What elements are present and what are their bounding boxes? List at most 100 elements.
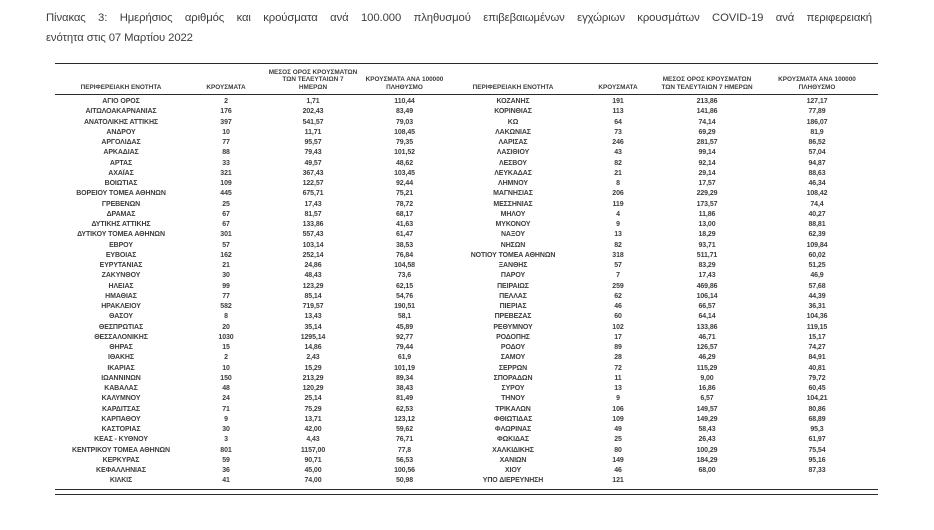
cell-7day-avg: 133,86: [302, 221, 324, 228]
cell-7day-avg: 100,29: [696, 446, 718, 454]
cell-cases: 109: [220, 180, 232, 187]
cell-region: ΚΕΦΑΛΛΗΝΙΑΣ: [96, 467, 146, 474]
col-header-7day-avg: ΜΕΣΟΣ ΟΡΟΣ ΚΡΟΥΣΜΑΤΩΝ ΤΩΝ ΤΕΛΕΥΤΑΙΩΝ 7 Η…: [661, 76, 753, 91]
cell-per-100k: 36,31: [808, 303, 826, 310]
cell-per-100k: 76,84: [395, 251, 414, 259]
cell-per-100k: 76,71: [395, 436, 414, 444]
table-caption: Πίνακας 3: Ημερήσιος αριθμός και κρούσμα…: [46, 8, 872, 48]
table-row: ΜΑΓΝΗΣΙΑΣ 206 229,29 108,42: [448, 189, 878, 199]
cell-region: ΚΩ: [507, 118, 519, 126]
cell-per-100k: 58,1: [397, 313, 412, 321]
cell-per-100k: 87,33: [808, 467, 826, 474]
cell-region: ΠΑΡΟΥ: [500, 272, 526, 280]
cell-region: ΒΟΙΩΤΙΑΣ: [104, 180, 138, 187]
cell-region: ΚΑΡΔΙΤΣΑΣ: [101, 405, 141, 413]
cell-region: ΡΟΔΟΥ: [500, 344, 526, 351]
table-row: ΗΡΑΚΛΕΙΟΥ 582 719,57 190,51: [55, 302, 448, 312]
cell-region: ΣΕΡΡΩΝ: [498, 364, 528, 372]
table-row: ΠΑΡΟΥ 7 17,43 46,9: [448, 271, 878, 281]
cell-per-100k: 51,25: [808, 262, 826, 269]
cell-cases: 246: [612, 139, 624, 146]
cell-region: ΕΥΡΥΤΑΝΙΑΣ: [99, 262, 143, 269]
cell-cases: 9: [616, 395, 620, 403]
cell-per-100k: 101,19: [394, 364, 415, 372]
cell-7day-avg: 92,14: [698, 159, 716, 167]
cell-per-100k: 61,97: [808, 436, 826, 444]
cell-per-100k: 79,72: [808, 374, 826, 382]
cell-7day-avg: 149,57: [696, 405, 718, 413]
table-row: ΤΗΝΟΥ 9 6,57 104,21: [448, 394, 878, 404]
cell-region: ΛΕΥΚΑΔΑΣ: [494, 169, 532, 177]
table-row: ΗΛΕΙΑΣ 99 123,29 62,15: [55, 282, 448, 292]
cell-7day-avg: 49,57: [304, 159, 322, 167]
cell-per-100k: 62,15: [395, 282, 414, 290]
cell-per-100k: 79,44: [395, 344, 414, 351]
cell-cases: 13: [614, 231, 622, 239]
cell-per-100k: 119,15: [806, 323, 828, 331]
cell-region: ΦΘΙΩΤΙΔΑΣ: [493, 415, 533, 423]
cell-region: ΚΟΡΙΝΘΙΑΣ: [494, 108, 532, 116]
cell-7day-avg: 11,86: [698, 210, 716, 218]
table-row: ΜΥΚΟΝΟΥ 9 13,00 88,81: [448, 220, 878, 230]
cell-per-100k: 38,43: [395, 385, 414, 392]
table-row: ΑΝΑΤΟΛΙΚΗΣ ΑΤΤΙΚΗΣ 397 541,57 79,03: [55, 118, 448, 128]
cell-7day-avg: 46,29: [698, 354, 716, 362]
cell-per-100k: 186,07: [806, 118, 828, 126]
cell-region: ΜΕΣΣΗΝΙΑΣ: [493, 200, 533, 208]
cell-per-100k: 75,54: [808, 446, 826, 454]
cell-7day-avg: 64,14: [698, 313, 716, 321]
cell-7day-avg: 123,29: [302, 282, 324, 290]
cell-7day-avg: 46,71: [698, 333, 716, 341]
cell-7day-avg: 35,14: [304, 323, 322, 331]
cell-cases: 67: [222, 221, 230, 228]
col-header-cases: ΚΡΟΥΣΜΑΤΑ: [206, 83, 246, 91]
cell-per-100k: 57,68: [808, 282, 826, 290]
cell-per-100k: [756, 476, 878, 486]
table-row: ΣΕΡΡΩΝ 72 115,29 40,81: [448, 364, 878, 374]
cell-cases: 3: [224, 436, 228, 444]
cell-per-100k: 81,49: [395, 395, 414, 403]
table-row: ΧΑΝΙΩΝ 149 184,29 95,16: [448, 456, 878, 466]
cell-7day-avg: 95,57: [304, 139, 322, 146]
cell-cases: 25: [614, 436, 622, 444]
cell-region: ΑΡΤΑΣ: [109, 159, 133, 167]
table-row: ΙΩΑΝΝΙΝΩΝ 150 213,29 89,34: [55, 374, 448, 384]
cell-per-100k: 108,45: [394, 128, 415, 136]
cell-cases: 82: [614, 241, 622, 249]
cell-per-100k: 74,4: [810, 200, 824, 208]
cell-per-100k: 104,36: [806, 313, 828, 321]
cell-7day-avg: 1157,00: [300, 446, 326, 454]
table-row: ΛΑΡΙΣΑΣ 246 281,57 86,52: [448, 138, 878, 148]
cell-region: ΡΕΘΥΜΝΟΥ: [493, 323, 533, 331]
cell-per-100k: 68,17: [395, 210, 414, 218]
cell-7day-avg: 26,43: [698, 436, 716, 444]
cell-per-100k: 89,34: [395, 374, 414, 382]
cell-region: ΜΥΚΟΝΟΥ: [495, 221, 531, 228]
cell-per-100k: 123,12: [394, 415, 415, 423]
cell-cases: 25: [222, 200, 230, 208]
table-row: ΧΙΟΥ 46 68,00 87,33: [448, 466, 878, 476]
cell-region: ΝΟΤΙΟΥ ΤΟΜΕΑ ΑΘΗΝΩΝ: [470, 251, 556, 259]
cell-cases: 8: [616, 180, 620, 187]
cell-region: ΑΡΓΟΛΙΔΑΣ: [101, 139, 141, 146]
cell-7day-avg: 90,71: [304, 456, 322, 464]
cell-cases: 17: [614, 333, 622, 341]
cell-per-100k: 40,81: [808, 364, 826, 372]
cell-region: ΛΑΣΙΘΙΟΥ: [496, 149, 530, 157]
cell-cases: 121: [612, 477, 624, 485]
cell-region: ΙΚΑΡΙΑΣ: [107, 364, 135, 372]
cell-region: ΘΑΣΟΥ: [109, 313, 133, 321]
cell-region: ΘΕΣΠΡΩΤΙΑΣ: [98, 323, 144, 331]
cell-per-100k: 190,51: [394, 303, 415, 310]
table-caption-line-2: ενότητα στις 07 Μαρτίου 2022: [46, 32, 193, 44]
cell-per-100k: 46,34: [808, 180, 826, 187]
cell-cases: 20: [222, 323, 230, 331]
cell-per-100k: 83,49: [395, 108, 414, 116]
cell-region: ΛΑΚΩΝΙΑΣ: [495, 128, 531, 136]
cell-cases: 13: [614, 385, 622, 392]
cell-region: ΑΝΑΤΟΛΙΚΗΣ ΑΤΤΙΚΗΣ: [83, 118, 159, 126]
cell-7day-avg: 229,29: [696, 190, 718, 198]
cell-7day-avg: 213,86: [696, 98, 718, 105]
cell-region: ΛΕΣΒΟΥ: [499, 159, 527, 167]
